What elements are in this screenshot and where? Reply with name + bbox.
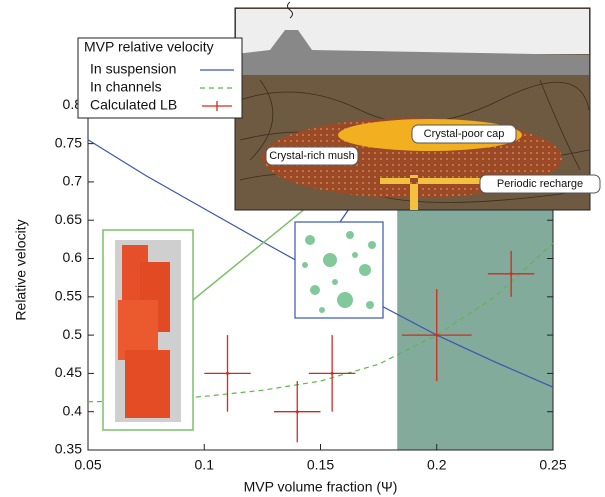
x-axis-label: MVP volume fraction (Ψ) (244, 479, 398, 495)
annotation: Crystal-poor cap (424, 128, 505, 140)
y-tick-label: 0.6 (63, 249, 83, 265)
legend-label: In channels (90, 79, 162, 95)
point (331, 372, 334, 375)
point (510, 272, 513, 275)
y-tick-label: 0.35 (55, 441, 82, 457)
point (296, 410, 299, 413)
x-tick-label: 0.2 (427, 457, 447, 473)
chart: 0.350.40.450.50.550.60.650.70.750.80.050… (0, 0, 605, 497)
annotation: Periodic recharge (497, 178, 583, 190)
y-tick-label: 0.55 (55, 288, 82, 304)
y-tick-label: 0.7 (63, 173, 83, 189)
y-tick-label: 0.65 (55, 211, 82, 227)
point (435, 334, 438, 337)
y-tick-label: 0.5 (63, 326, 83, 342)
legend-label: In suspension (90, 61, 176, 77)
y-tick-label: 0.75 (55, 134, 82, 150)
column-inset (103, 230, 193, 430)
legend-label: Calculated LB (90, 97, 177, 113)
x-tick-label: 0.05 (74, 457, 101, 473)
y-tick-label: 0.45 (55, 364, 82, 380)
point (226, 372, 229, 375)
x-tick-label: 0.15 (307, 457, 334, 473)
x-tick-label: 0.25 (539, 457, 566, 473)
annotation: Crystal-rich mush (269, 150, 355, 162)
x-tick-label: 0.1 (195, 457, 215, 473)
dots-inset (295, 222, 383, 318)
y-tick-label: 0.4 (63, 402, 83, 418)
legend-title: MVP relative velocity (84, 39, 214, 55)
y-axis-label: Relative velocity (13, 219, 29, 320)
